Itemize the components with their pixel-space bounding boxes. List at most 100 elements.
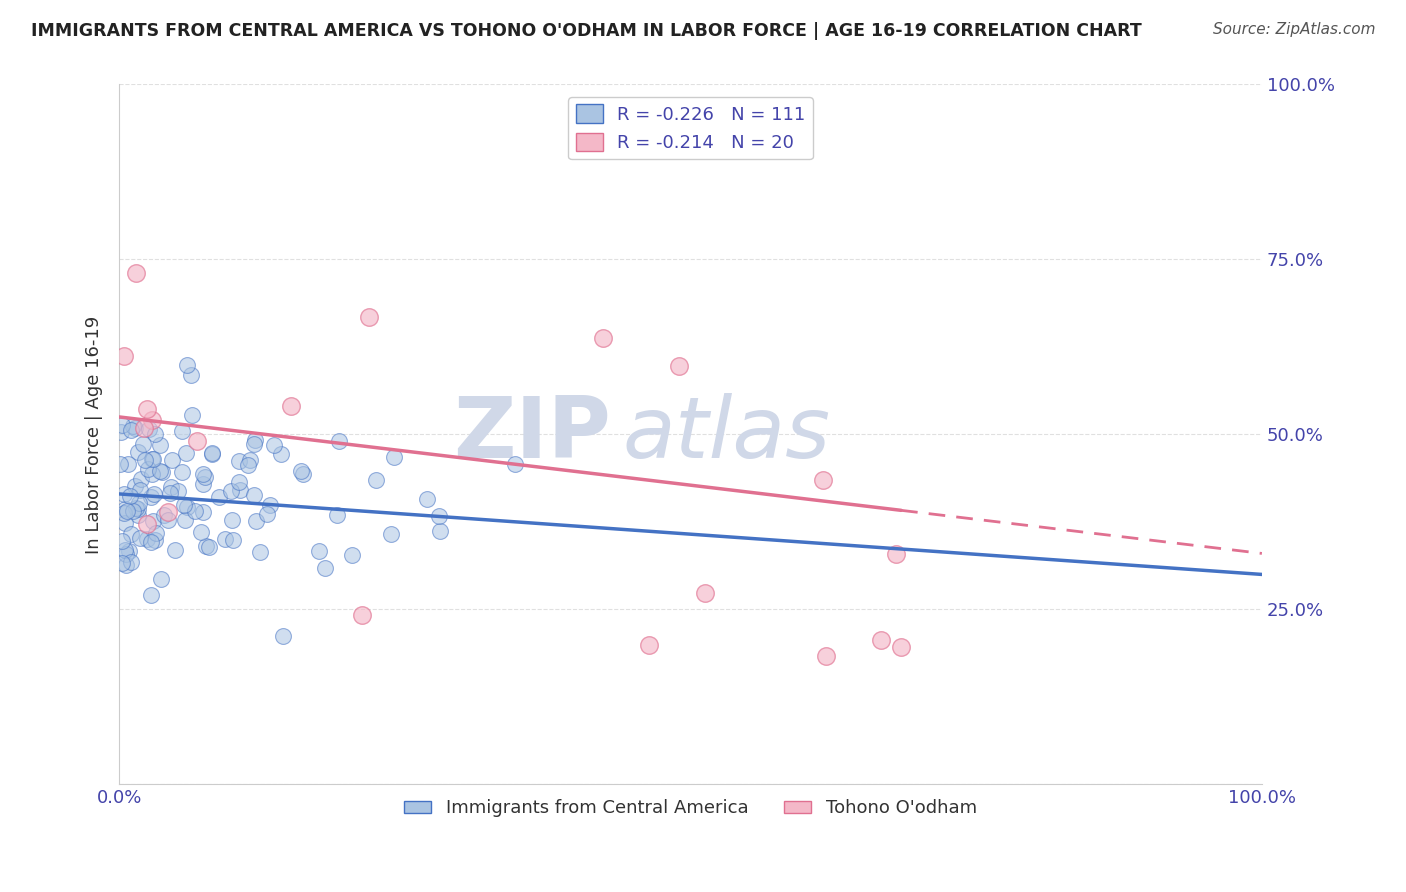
Point [122, 419, 145, 434]
Point [416, 491, 439, 506]
Point [236, 458, 259, 472]
Point [207, 490, 229, 504]
Text: Source: ZipAtlas.com: Source: ZipAtlas.com [1212, 22, 1375, 37]
Point [143, 427, 166, 442]
Point [115, 547, 138, 561]
Point [193, 505, 215, 519]
Point [221, 513, 243, 527]
Point [156, 505, 179, 519]
Point [142, 451, 165, 466]
Point [114, 516, 136, 530]
Point [118, 544, 141, 558]
Point [180, 368, 202, 382]
Point [115, 558, 138, 572]
Point [176, 446, 198, 460]
Point [890, 640, 912, 654]
Point [280, 399, 302, 413]
Point [183, 504, 205, 518]
Point [186, 434, 208, 448]
Point [170, 465, 193, 479]
Point [139, 490, 162, 504]
Point [149, 572, 172, 586]
Point [135, 532, 157, 546]
Point [141, 467, 163, 481]
Legend: Immigrants from Central America, Tohono O'odham: Immigrants from Central America, Tohono … [396, 792, 984, 824]
Point [122, 504, 145, 518]
Point [191, 467, 214, 481]
Point [201, 447, 224, 461]
Point [271, 628, 294, 642]
Point [259, 498, 281, 512]
Point [162, 452, 184, 467]
Point [136, 516, 159, 531]
Point [243, 433, 266, 447]
Point [384, 450, 406, 464]
Point [149, 438, 172, 452]
Point [127, 508, 149, 522]
Point [245, 515, 267, 529]
Point [110, 457, 132, 471]
Point [166, 483, 188, 498]
Point [342, 548, 364, 562]
Point [170, 424, 193, 438]
Point [139, 588, 162, 602]
Point [120, 423, 142, 437]
Point [127, 445, 149, 459]
Point [359, 310, 381, 325]
Point [132, 437, 155, 451]
Point [114, 542, 136, 557]
Point [134, 421, 156, 435]
Point [427, 508, 450, 523]
Point [176, 500, 198, 514]
Point [886, 547, 908, 561]
Text: atlas: atlas [621, 393, 830, 476]
Point [118, 489, 141, 503]
Point [243, 488, 266, 502]
Point [222, 533, 245, 547]
Point [308, 543, 330, 558]
Point [114, 502, 136, 516]
Point [328, 434, 350, 449]
Point [228, 475, 250, 489]
Point [180, 409, 202, 423]
Point [139, 534, 162, 549]
Point [142, 487, 165, 501]
Point [110, 425, 132, 439]
Point [695, 586, 717, 600]
Point [125, 500, 148, 515]
Point [364, 473, 387, 487]
Point [239, 453, 262, 467]
Point [120, 555, 142, 569]
Point [350, 608, 373, 623]
Point [136, 402, 159, 417]
Point [153, 508, 176, 522]
Point [138, 422, 160, 436]
Point [815, 648, 838, 663]
Point [243, 437, 266, 451]
Point [314, 561, 336, 575]
Point [221, 483, 243, 498]
Point [197, 540, 219, 554]
Point [141, 451, 163, 466]
Point [124, 479, 146, 493]
Point [128, 483, 150, 498]
Point [174, 513, 197, 527]
Text: ZIP: ZIP [453, 393, 610, 476]
Point [120, 527, 142, 541]
Point [128, 496, 150, 510]
Point [145, 526, 167, 541]
Point [326, 508, 349, 523]
Point [117, 457, 139, 471]
Point [194, 539, 217, 553]
Point [668, 359, 690, 374]
Point [156, 512, 179, 526]
Point [159, 486, 181, 500]
Point [173, 498, 195, 512]
Point [111, 418, 134, 433]
Point [176, 358, 198, 372]
Point [263, 438, 285, 452]
Point [150, 466, 173, 480]
Point [194, 469, 217, 483]
Point [505, 457, 527, 471]
Point [142, 514, 165, 528]
